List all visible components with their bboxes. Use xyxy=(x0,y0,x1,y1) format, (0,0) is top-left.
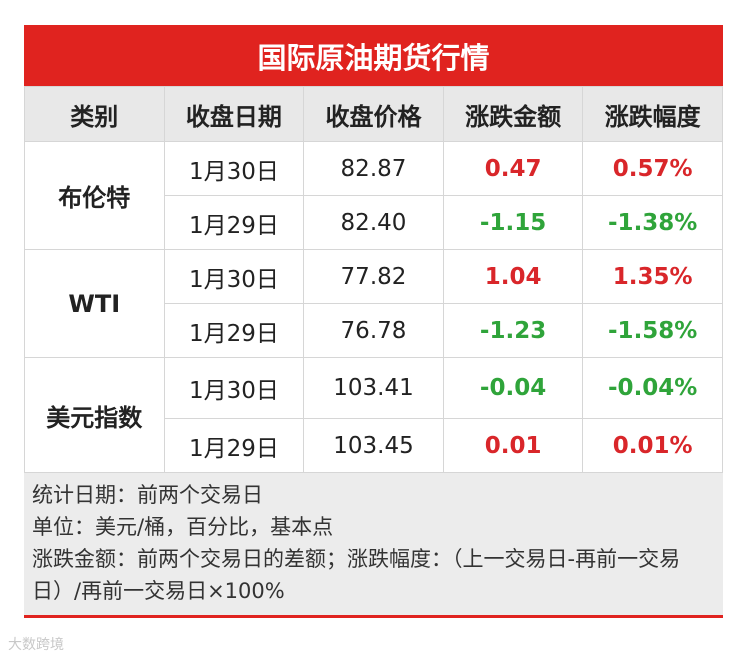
cell: -0.04% xyxy=(582,357,723,419)
card: 国际原油期货行情 类别 收盘日期 收盘价格 涨跌金额 涨跌幅度 布伦特 1月30日 82.87… xyxy=(24,25,723,618)
column-header: 收盘价格 xyxy=(303,86,444,142)
cell: 1.04 xyxy=(442,249,584,304)
cell: 0.01 xyxy=(442,418,584,473)
row: 布伦特 1月30日 82.87 0.47 0.57% xyxy=(24,141,723,250)
cell: 103.41 xyxy=(303,357,444,419)
column-header: 收盘日期 xyxy=(163,86,305,142)
cell: -1.15 xyxy=(442,195,584,250)
cell: 82.40 xyxy=(303,195,444,250)
cell: 1月29日 xyxy=(163,195,305,250)
row: 1月29日 76.78 -1.23 -1.58% xyxy=(25,303,723,358)
cell: -1.38% xyxy=(582,195,723,250)
cell: 76.78 xyxy=(303,303,444,358)
category: 美元指数 xyxy=(24,357,165,473)
row: 美元指数 1月30日 103.41 -0.04 -0.04% xyxy=(24,357,723,473)
row: 1月29日 103.45 0.01 0.01% xyxy=(25,418,723,473)
category: WTI xyxy=(24,249,165,358)
cell: 1月30日 xyxy=(163,357,305,419)
column-header: 涨跌金额 xyxy=(442,86,584,142)
cell: -0.04 xyxy=(442,357,584,419)
watermark: 大数跨境 xyxy=(8,637,64,653)
cell: 0.57% xyxy=(582,141,723,196)
cell: 0.01% xyxy=(582,418,723,473)
cell: 1月29日 xyxy=(163,418,305,473)
cell: 1月29日 xyxy=(163,303,305,358)
note: 统计日期：前两个交易日 xyxy=(32,483,263,507)
category: 布伦特 xyxy=(24,141,165,250)
table: 类别 收盘日期 收盘价格 涨跌金额 涨跌幅度 布伦特 1月30日 82.87 0.47 0.57%… xyxy=(24,86,723,473)
cell: 1月30日 xyxy=(163,141,305,196)
notes: 统计日期：前两个交易日单位：美元/桶，百分比，基本点涨跌金额：前两个交易日的差额… xyxy=(24,473,723,618)
cell: 1月30日 xyxy=(163,249,305,304)
column-header: 涨跌幅度 xyxy=(582,86,723,142)
column-header: 类别 xyxy=(24,86,165,142)
cell: 0.47 xyxy=(442,141,584,196)
cell: 82.87 xyxy=(303,141,444,196)
note: 单位：美元/桶，百分比，基本点 xyxy=(32,515,334,539)
note: 涨跌金额：前两个交易日的差额；涨跌幅度：（上一交易日-再前一交易日）/再前一交易… xyxy=(32,547,681,603)
row: WTI 1月30日 77.82 1.04 1.35% xyxy=(24,249,723,358)
cell: -1.58% xyxy=(582,303,723,358)
title: 国际原油期货行情 xyxy=(24,25,723,86)
cell: 103.45 xyxy=(303,418,444,473)
cell: 77.82 xyxy=(303,249,444,304)
cell: -1.23 xyxy=(442,303,584,358)
cell: 1.35% xyxy=(582,249,723,304)
